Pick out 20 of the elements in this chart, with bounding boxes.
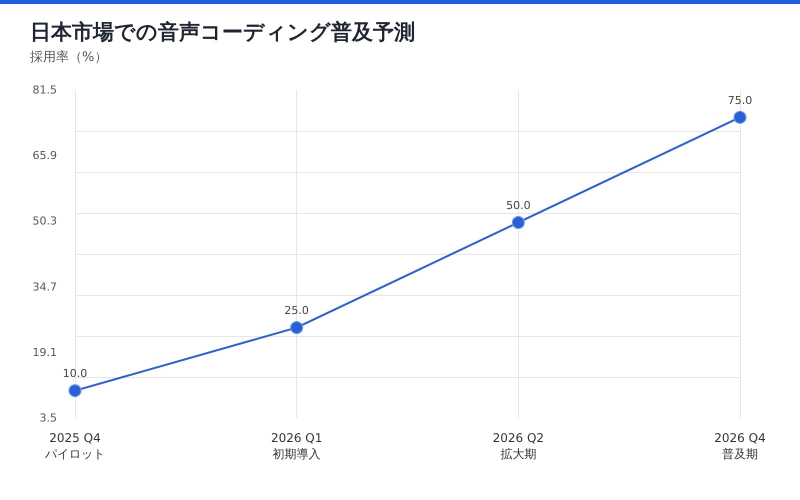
point	[68, 384, 82, 398]
data-label: 25.0	[284, 304, 309, 318]
data-label: 10.0	[62, 367, 88, 380]
x-tick-label: 2026 Q2 拡大期	[492, 431, 544, 461]
y-tick-label: 50.3	[32, 214, 57, 228]
x-tick-label: 2025 Q4 パイロット	[44, 431, 105, 461]
y-tick-label: 19.1	[32, 346, 57, 359]
data-label: 75.0	[728, 94, 752, 107]
chart-title: 日本市場での音声コーディング普及予測	[30, 19, 415, 46]
y-tick-label: 3.5	[40, 412, 57, 424]
y-tick-label: 34.7	[32, 280, 57, 294]
x-tick-label: 2026 Q1 初期導入	[270, 431, 322, 461]
point	[734, 110, 746, 124]
y-tick-label: 65.9	[32, 149, 57, 162]
y-tick-label: 81.5	[32, 84, 57, 96]
data-label: 50.0	[506, 198, 531, 212]
point	[512, 216, 525, 229]
point	[290, 321, 304, 334]
chart-subtitle: 採用率（%）	[30, 49, 108, 66]
x-tick-label: 2026 Q4 普及期	[714, 431, 766, 461]
